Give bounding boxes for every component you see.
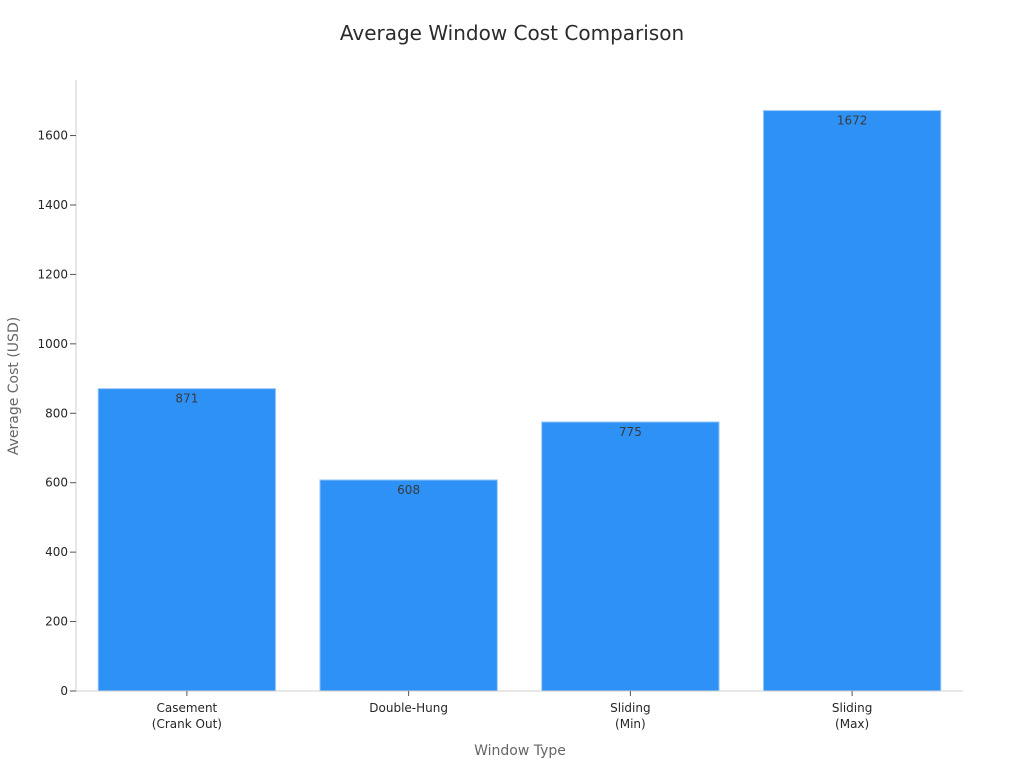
x-tick-label: Sliding (Min) bbox=[610, 701, 650, 731]
y-tick-label: 600 bbox=[45, 476, 68, 490]
y-tick-label: 1400 bbox=[37, 198, 68, 212]
bars-group bbox=[97, 110, 942, 692]
data-labels-group: 871 608 775 1672 bbox=[175, 114, 867, 497]
bar-value-label: 608 bbox=[397, 483, 420, 497]
chart-title: Average Window Cost Comparison bbox=[340, 21, 684, 45]
bar-value-label: 1672 bbox=[837, 114, 868, 128]
y-tick-label: 1000 bbox=[37, 337, 68, 351]
x-axis-label: Window Type bbox=[474, 743, 566, 759]
y-tick-label: 200 bbox=[45, 615, 68, 629]
x-tick-label: Sliding (Max) bbox=[832, 701, 872, 731]
y-tick-label: 400 bbox=[45, 545, 68, 559]
bar-value-label: 871 bbox=[175, 392, 198, 406]
x-tick-label: Double-Hung bbox=[369, 701, 448, 715]
y-tick-label: 1200 bbox=[37, 267, 68, 281]
bar bbox=[319, 479, 498, 692]
y-tick-label: 800 bbox=[45, 406, 68, 420]
bar bbox=[97, 388, 277, 692]
y-axis-label: Average Cost (USD) bbox=[6, 317, 22, 455]
bar-value-label: 775 bbox=[619, 425, 642, 439]
y-tick-label: 0 bbox=[60, 684, 68, 698]
bar bbox=[541, 421, 720, 692]
x-tick-label: Casement (Crank Out) bbox=[152, 701, 222, 731]
x-ticks-group: Casement (Crank Out) Double-Hung Sliding (Mi… bbox=[152, 691, 872, 731]
y-ticks-group: 0 200 400 600 800 1000 1200 1400 1600 bbox=[37, 129, 76, 698]
bar bbox=[762, 110, 942, 692]
y-tick-label: 1600 bbox=[37, 129, 68, 143]
